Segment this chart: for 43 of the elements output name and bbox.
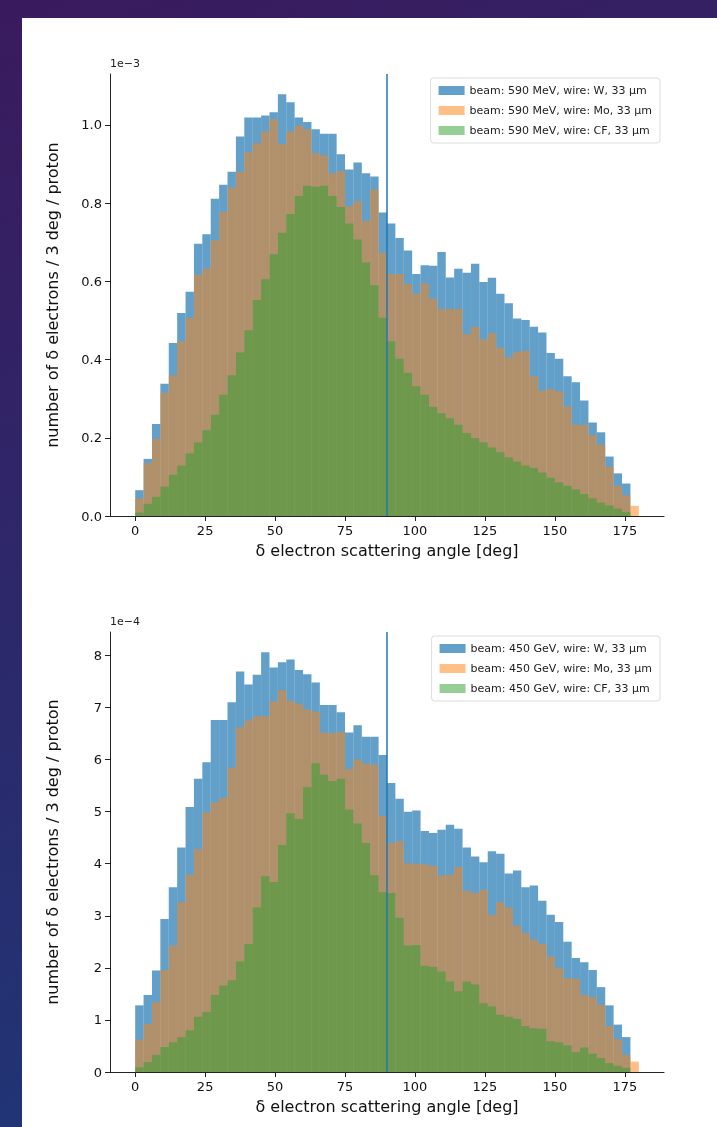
x-tick-label: 75	[336, 523, 354, 538]
legend-label: beam: 590 MeV, wire: Mo, 33 μm	[469, 104, 652, 117]
y-tick-label: 1	[93, 1012, 102, 1028]
legend-label: beam: 450 GeV, wire: CF, 33 μm	[470, 682, 650, 695]
y-tick-label: 2	[93, 960, 102, 976]
y-tick-label: 0.4	[81, 352, 102, 368]
y-tick-label: 0.8	[81, 195, 102, 211]
y-tick-label: 1.0	[81, 117, 102, 133]
y-tick-label: 0.6	[81, 273, 102, 289]
legend-label: beam: 590 MeV, wire: CF, 33 μm	[469, 124, 650, 137]
y-tick-label: 6	[93, 752, 102, 768]
x-tick-label: 175	[612, 1079, 638, 1094]
y-tick-label: 0	[93, 1064, 102, 1080]
y-tick-label: 0.0	[81, 508, 102, 524]
x-tick-label: 75	[336, 1079, 354, 1094]
x-tick-label: 25	[196, 1079, 214, 1094]
y-tick-label: 5	[93, 804, 102, 820]
x-tick-label: 50	[266, 523, 284, 538]
text: 1e−4	[110, 615, 140, 628]
legend-label: beam: 590 MeV, wire: W, 33 μm	[469, 84, 647, 97]
x-tick-label: 100	[402, 523, 428, 538]
y-tick-label: 7	[93, 700, 102, 715]
legend-label: beam: 450 GeV, wire: Mo, 33 μm	[470, 662, 652, 675]
x-tick-label: 0	[131, 523, 140, 538]
y-tick-label: 3	[93, 908, 102, 924]
x-tick-label: 175	[612, 523, 638, 538]
x-axis-title: δ electron scattering angle [deg]	[255, 540, 519, 560]
x-tick-label: 25	[196, 523, 214, 538]
x-tick-label: 150	[542, 523, 568, 538]
x-axis-title: δ electron scattering angle [deg]	[255, 1096, 519, 1116]
x-tick-label: 150	[542, 1079, 568, 1094]
x-tick-label: 100	[402, 1079, 428, 1094]
y-tick-label: 8	[93, 647, 102, 663]
x-tick-label: 125	[472, 523, 498, 538]
x-tick-label: 125	[472, 1079, 498, 1094]
x-tick-label: 50	[266, 1079, 284, 1094]
x-tick-label: 0	[131, 1079, 140, 1094]
text: 1e−3	[110, 57, 140, 70]
y-tick-label: 4	[93, 856, 102, 872]
y-axis-title: number of δ electrons / 3 deg / proton	[42, 142, 62, 448]
y-axis-title: number of δ electrons / 3 deg / proton	[42, 699, 62, 1005]
legend-label: beam: 450 GeV, wire: W, 33 μm	[470, 642, 647, 655]
y-tick-label: 0.2	[81, 430, 102, 446]
